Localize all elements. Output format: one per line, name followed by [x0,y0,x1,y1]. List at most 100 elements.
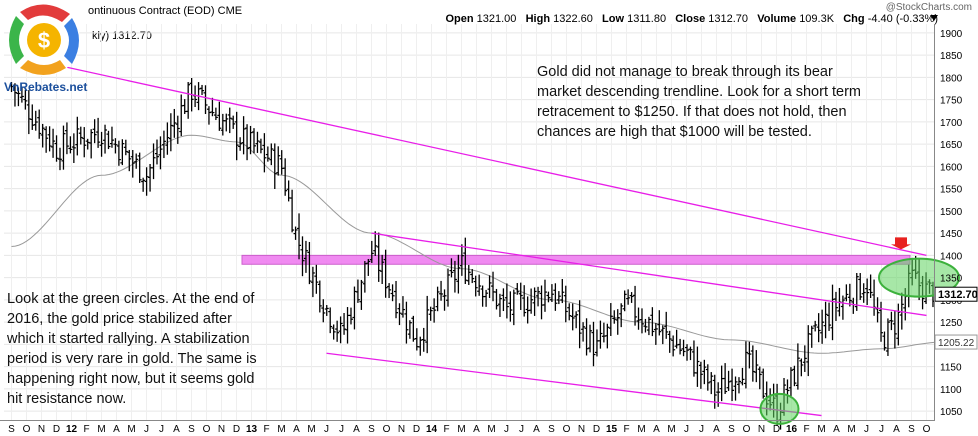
annotation-left-line: period is very rare in gold. The same is [7,351,257,367]
x-tick-label: 14 [426,424,438,435]
x-tick-label: D [413,424,420,435]
x-tick-label: J [864,424,869,435]
annotation-left: Look at the green circles. At the end of… [7,289,257,409]
annotation-top-line: retracement to $1250. If that does not h… [537,104,847,120]
x-tick-label: M [847,424,855,435]
x-tick-label: O [923,424,931,435]
annotation-left-line: happening right now, but it seems gold [7,371,255,387]
y-tick-label: 1100 [940,385,962,396]
upper-bear-trendline [11,54,927,257]
x-tick-label: D [53,424,60,435]
x-tick-label: D [233,424,240,435]
x-tick-label: J [699,424,704,435]
x-tick-label: A [113,424,120,435]
y-tick-label: 1650 [940,140,963,151]
x-tick-label: J [504,424,509,435]
moving-average-layer [11,134,938,354]
lower-channel-line [326,352,822,417]
stockcharts-watermark: @StockCharts.com [885,2,972,13]
x-tick-label: S [908,424,915,435]
annotation-left-line: which it started rallying. A stabilizati… [7,331,250,347]
x-tick-label: A [713,424,720,435]
x-tick-label: O [23,424,31,435]
x-tick-label: J [339,424,344,435]
annotation-top-line: chances are high that $1000 will be test… [537,124,812,140]
annotation-left-line: 2016, the gold price stabilized after [7,311,232,327]
x-tick-label: N [218,424,225,435]
x-tick-label: A [353,424,360,435]
x-tick-label: D [593,424,600,435]
x-tick-label: O [203,424,211,435]
x-axis-line [0,420,935,421]
x-tick-label: A [893,424,900,435]
x-tick-label: A [653,424,660,435]
x-tick-label: S [368,424,375,435]
x-tick-label: F [803,424,809,435]
axis-layer: 1050110011501200125013001350140014501500… [8,29,978,435]
trendlines-layer [11,54,927,417]
x-tick-label: O [743,424,751,435]
last-price-label: 1312.70 [938,289,978,301]
ma-price-label: 1205.22 [938,338,975,349]
middle-trendline [371,232,927,317]
annotation-top: Gold did not manage to break through its… [537,62,861,142]
y-tick-label: 1800 [940,73,963,84]
x-tick-label: J [519,424,524,435]
y-tick-label: 1750 [940,96,963,107]
moving-average-line [11,134,938,354]
contract-title: ontinuous Contract (EOD) CME [88,5,243,17]
x-tick-label: O [563,424,571,435]
x-tick-label: O [383,424,391,435]
y-tick-label: 1700 [940,118,963,129]
logo-emblem-icon: $ [8,4,80,76]
x-tick-label: A [533,424,540,435]
x-tick-label: 13 [246,424,258,435]
x-tick-label: S [548,424,555,435]
x-tick-label: A [833,424,840,435]
y-tick-label: 1550 [940,185,963,196]
x-tick-label: N [758,424,765,435]
annotation-left-line: Look at the green circles. At the end of [7,291,255,307]
x-tick-label: M [667,424,675,435]
x-tick-label: 16 [786,424,798,435]
x-tick-label: A [293,424,300,435]
vnrebates-logo: $ VnRebates.net [0,0,92,98]
x-tick-label: F [263,424,269,435]
x-tick-label: D [773,424,780,435]
chart-header: ontinuous Contract (EOD) CME @StockChart… [0,0,978,25]
annotation-left-line: hit resistance now. [7,391,127,407]
x-tick-label: A [173,424,180,435]
x-tick-label: N [398,424,405,435]
x-tick-label: M [127,424,135,435]
ohlc-readout: Open 1321.00 High 1322.60 Low 1311.80 Cl… [445,13,938,25]
chevron-down-icon[interactable] [930,14,938,22]
x-tick-label: J [159,424,164,435]
x-tick-label: M [817,424,825,435]
y-tick-label: 1450 [940,229,963,240]
x-tick-label: F [443,424,449,435]
y-tick-label: 1150 [940,363,962,374]
ohlc-bars-layer [9,77,935,430]
x-tick-label: J [684,424,689,435]
x-tick-label: S [728,424,735,435]
x-tick-label: N [38,424,45,435]
y-tick-label: 1500 [940,207,963,218]
x-tick-label: S [8,424,15,435]
x-tick-label: M [307,424,315,435]
y-tick-label: 1250 [940,318,963,329]
chart-grid [4,24,934,420]
y-tick-label: 1900 [940,29,963,40]
x-tick-label: 15 [606,424,618,435]
x-tick-label: M [457,424,465,435]
x-tick-label: J [879,424,884,435]
highlight-circles-layer [759,237,960,425]
y-axis-line [934,24,935,420]
y-tick-label: 1850 [940,51,963,62]
x-tick-label: M [487,424,495,435]
x-tick-label: J [144,424,149,435]
x-tick-label: F [623,424,629,435]
logo-text: VnRebates.net [4,80,88,94]
x-tick-label: M [277,424,285,435]
y-tick-label: 1350 [940,274,963,285]
